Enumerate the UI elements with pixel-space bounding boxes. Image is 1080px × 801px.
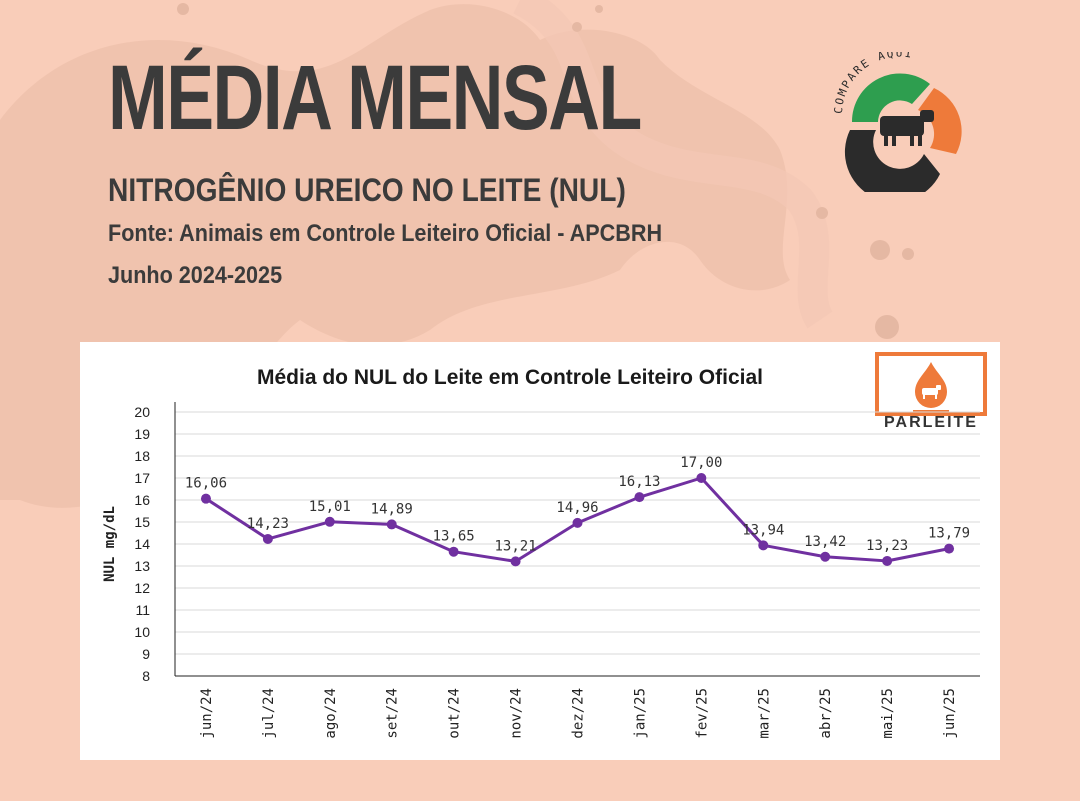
page-title: MÉDIA MENSAL — [108, 47, 642, 149]
data-label: 16,06 — [185, 476, 227, 492]
chart-title: Média do NUL do Leite em Controle Leitei… — [256, 366, 763, 389]
cow-icon — [922, 385, 941, 399]
y-tick-label: 13 — [134, 558, 150, 574]
data-point — [386, 519, 397, 530]
y-tick-label: 20 — [134, 404, 150, 420]
x-tick-label: set/24 — [385, 688, 401, 739]
x-tick-label: nov/24 — [509, 688, 525, 739]
y-tick-label: 16 — [134, 492, 150, 508]
y-tick-label: 18 — [134, 448, 150, 464]
y-tick-label: 14 — [134, 536, 150, 552]
data-point — [882, 555, 893, 566]
x-tick-label: mar/25 — [756, 688, 772, 739]
parleite-logo — [875, 352, 987, 416]
data-point — [572, 517, 583, 528]
x-tick-label: jan/25 — [632, 688, 648, 739]
data-point — [448, 546, 459, 557]
data-point — [200, 493, 211, 504]
data-point — [262, 533, 273, 544]
y-axis-title: NUL mg/dL — [102, 506, 118, 582]
x-tick-label: mai/25 — [880, 688, 896, 739]
data-label: 17,00 — [680, 455, 722, 471]
x-tick-label: jun/25 — [942, 688, 958, 739]
y-tick-label: 8 — [142, 668, 150, 684]
data-label: 13,42 — [804, 534, 846, 550]
x-tick-label: fev/25 — [694, 688, 710, 739]
period-text: Junho 2024-2025 — [108, 262, 283, 289]
data-point — [944, 543, 955, 554]
x-tick-label: ago/24 — [323, 688, 339, 739]
compare-aqui-logo: COMPARE AQUI — [832, 52, 962, 192]
y-tick-label: 11 — [135, 602, 150, 618]
data-point — [820, 551, 831, 562]
data-point — [696, 473, 707, 483]
data-label: 15,01 — [309, 499, 351, 515]
source-text: Fonte: Animais em Controle Leiteiro Ofic… — [108, 220, 663, 247]
y-tick-label: 15 — [134, 514, 150, 530]
data-label: 16,13 — [618, 474, 660, 490]
data-label: 13,94 — [742, 522, 784, 538]
data-label: 13,65 — [433, 529, 475, 545]
y-tick-label: 9 — [142, 646, 150, 662]
line-chart: 20 19 18 17 16 15 14 13 12 11 10 9 8 NUL mg/dL jun/24 j… — [102, 402, 980, 739]
parleite-logo-text: PARLEITE — [884, 414, 978, 431]
x-tick-label: jul/24 — [261, 688, 277, 739]
y-tick-label: 19 — [134, 426, 150, 442]
page-subtitle: NITROGÊNIO UREICO NO LEITE (NUL) — [108, 172, 626, 208]
y-tick-label: 12 — [134, 580, 150, 596]
data-point — [634, 492, 645, 503]
data-point — [324, 516, 335, 527]
data-point — [758, 540, 769, 551]
cow-icon — [880, 110, 934, 146]
x-tick-label: abr/25 — [818, 688, 834, 739]
data-label: 14,89 — [371, 501, 413, 517]
data-point — [510, 556, 521, 567]
data-label: 13,23 — [866, 538, 908, 554]
y-tick-label: 10 — [134, 624, 150, 640]
data-label: 14,23 — [247, 516, 289, 532]
data-label: 13,21 — [494, 538, 536, 554]
data-label: 13,79 — [928, 526, 970, 542]
x-tick-label: dez/24 — [571, 688, 587, 739]
data-label: 14,96 — [556, 500, 598, 516]
y-tick-label: 17 — [134, 470, 150, 486]
x-tick-label: jun/24 — [199, 688, 215, 739]
x-tick-label: out/24 — [447, 688, 463, 739]
chart-card: Média do NUL do Leite em Controle Leitei… — [80, 342, 1000, 760]
